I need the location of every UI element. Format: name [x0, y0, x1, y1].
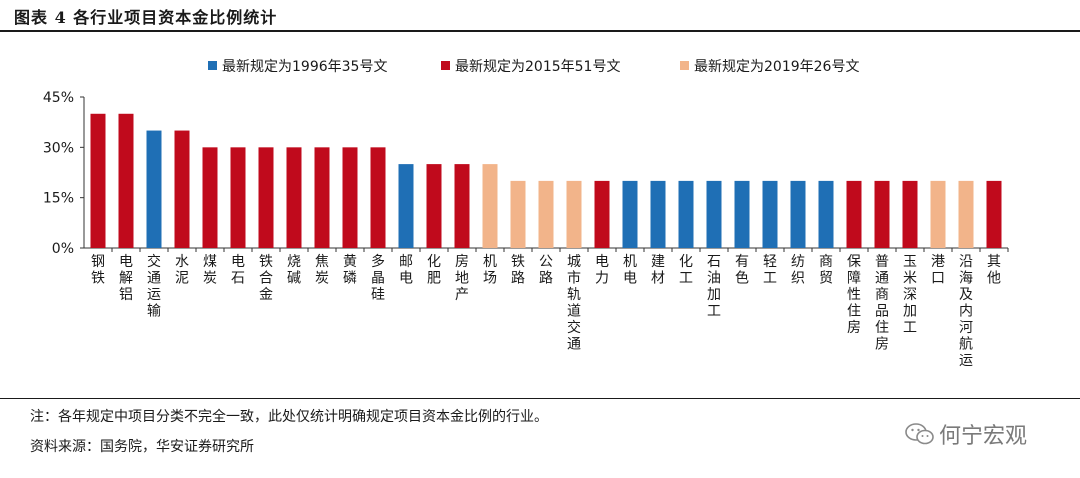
x-tick-label: 玉米深加工 [903, 254, 917, 336]
x-tick-label: 港口 [931, 254, 945, 287]
x-tick-label: 钢铁 [91, 254, 105, 287]
bar [678, 180, 694, 248]
x-tick-label: 其他 [987, 254, 1001, 287]
bottom-rule [0, 398, 1080, 399]
top-rule [0, 30, 1080, 32]
bar [258, 147, 274, 248]
x-tick-label: 水泥 [175, 254, 189, 287]
x-tick-label: 保障性住房 [847, 254, 861, 336]
bar [230, 147, 246, 248]
legend-swatch [680, 61, 689, 70]
watermark-text: 何宁宏观 [939, 424, 1028, 449]
y-tick-label: 45% [43, 90, 74, 106]
y-tick-label: 30% [43, 140, 74, 156]
x-tick-label: 多晶硅 [371, 253, 385, 303]
x-tick-label: 纺织 [791, 254, 805, 287]
x-tick-label: 普通商品住房 [875, 254, 889, 353]
bar [342, 147, 358, 248]
bar [818, 180, 834, 248]
bar [538, 180, 554, 248]
x-tick-label: 石油加工 [707, 254, 721, 320]
bar [482, 164, 498, 248]
bar-chart: 最新规定为1996年35号文 最新规定为2015年51号文 最新规定为2019年26… [43, 59, 1009, 369]
x-tick-label: 交通运输 [147, 253, 161, 320]
bar [146, 130, 162, 248]
x-tick-label: 机场 [483, 254, 497, 287]
legend-label: 最新规定为2019年26号文 [694, 59, 859, 75]
bar [622, 180, 638, 248]
x-tick-label: 化肥 [427, 254, 441, 287]
legend-swatch [441, 61, 450, 70]
x-tick-label: 烧碱 [287, 254, 301, 287]
bar [118, 113, 134, 249]
bar [846, 180, 862, 248]
x-tick-label: 铁合金 [259, 254, 273, 303]
y-tick-label: 0% [52, 241, 74, 257]
bar [566, 180, 582, 248]
bar [202, 147, 218, 248]
chart-source: 资料来源：国务院，华安证券研究所 [30, 439, 254, 455]
wechat-icon [905, 423, 934, 445]
x-tick-label: 公路 [539, 254, 553, 287]
bar [370, 147, 386, 248]
x-tick-label: 商贸 [819, 254, 833, 287]
x-tick-label: 机电 [623, 254, 637, 287]
bar [930, 180, 946, 248]
watermark: 何宁宏观 [905, 418, 1027, 450]
bar [790, 180, 806, 248]
bar [986, 180, 1002, 248]
x-tick-label: 城市轨道交通 [567, 254, 581, 353]
figure-title: 图表 4 各行业项目资本金比例统计 [14, 8, 278, 27]
legend-label: 最新规定为1996年35号文 [222, 59, 387, 75]
bar [762, 180, 778, 248]
x-tick-label: 化工 [679, 254, 693, 287]
x-tick-label: 煤炭 [203, 254, 217, 287]
bar [90, 113, 106, 249]
x-tick-label: 有色 [735, 254, 749, 287]
bar [958, 180, 974, 248]
bar [510, 180, 526, 248]
x-tick-label: 电力 [595, 254, 609, 287]
bar [286, 147, 302, 248]
bar [454, 164, 470, 248]
bar [398, 164, 414, 248]
bar [426, 164, 442, 248]
x-tick-label: 建材 [651, 254, 665, 287]
legend-label: 最新规定为2015年51号文 [455, 59, 620, 75]
bar [874, 180, 890, 248]
x-tick-label: 房地产 [455, 254, 469, 303]
x-tick-label: 铁路 [511, 254, 525, 287]
legend-swatch [208, 61, 217, 70]
x-tick-label: 电解铝 [119, 254, 133, 303]
bar [734, 180, 750, 248]
y-tick-label: 15% [43, 191, 74, 207]
bar [902, 180, 918, 248]
bar [174, 130, 190, 248]
bar [706, 180, 722, 248]
chart-note: 注：各年规定中项目分类不完全一致，此处仅统计明确规定项目资本金比例的行业。 [30, 409, 548, 425]
x-tick-label: 焦炭 [315, 254, 329, 287]
x-tick-label: 邮电 [399, 254, 413, 287]
x-tick-label: 电石 [231, 254, 245, 287]
x-tick-label: 黄磷 [343, 253, 357, 287]
bar [314, 147, 330, 248]
bar [650, 180, 666, 248]
bar [594, 180, 610, 248]
x-tick-label: 沿海及内河航运 [959, 254, 973, 369]
x-tick-label: 轻工 [763, 254, 777, 287]
